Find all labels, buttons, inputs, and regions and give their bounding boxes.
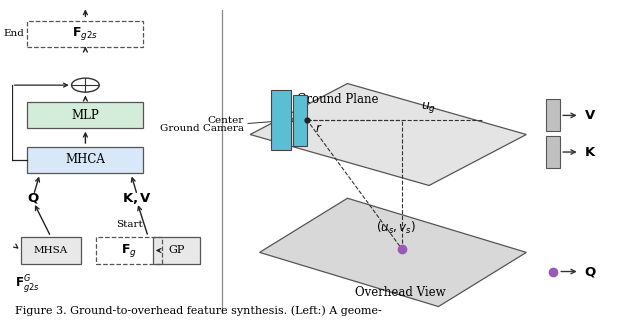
FancyBboxPatch shape [21, 237, 81, 264]
Text: $\mathbf{V}$: $\mathbf{V}$ [584, 109, 596, 122]
Text: Start: Start [116, 220, 143, 229]
Polygon shape [271, 90, 291, 150]
FancyBboxPatch shape [28, 147, 143, 173]
Text: Center: Center [207, 116, 244, 125]
Text: $u_g$: $u_g$ [422, 100, 436, 116]
FancyBboxPatch shape [153, 237, 200, 264]
Text: Ground Plane: Ground Plane [298, 93, 379, 106]
Text: MLP: MLP [72, 108, 99, 122]
Text: $\mathbf{F}_{g2s}$: $\mathbf{F}_{g2s}$ [72, 25, 99, 42]
Text: $\mathbf{K, V}$: $\mathbf{K, V}$ [122, 191, 152, 206]
Text: MHSA: MHSA [34, 246, 68, 255]
Polygon shape [293, 95, 307, 146]
Text: $\mathbf{F}_{g2s}^{G}$: $\mathbf{F}_{g2s}^{G}$ [15, 273, 40, 295]
Text: $(u_s, v_s)$: $(u_s, v_s)$ [376, 220, 416, 236]
Text: Overhead View: Overhead View [355, 286, 446, 299]
Text: MHCA: MHCA [65, 153, 106, 166]
Text: $\mathbf{K}$: $\mathbf{K}$ [584, 146, 596, 158]
FancyBboxPatch shape [28, 102, 143, 128]
Text: Ground Camera: Ground Camera [160, 124, 244, 132]
Text: Figure 3. Ground-to-overhead feature synthesis. (Left:) A geome-: Figure 3. Ground-to-overhead feature syn… [15, 306, 381, 316]
Polygon shape [250, 84, 526, 186]
Text: $\mathbf{Q}$: $\mathbf{Q}$ [28, 191, 40, 205]
Text: $\mathbf{Q}$: $\mathbf{Q}$ [584, 265, 596, 278]
Polygon shape [260, 198, 526, 307]
Text: GP: GP [168, 245, 184, 255]
FancyBboxPatch shape [547, 100, 560, 131]
Text: $\mathbf{F}_g$: $\mathbf{F}_g$ [122, 242, 137, 259]
Text: $r$: $r$ [315, 122, 323, 135]
Text: End: End [3, 29, 24, 38]
FancyBboxPatch shape [547, 136, 560, 168]
